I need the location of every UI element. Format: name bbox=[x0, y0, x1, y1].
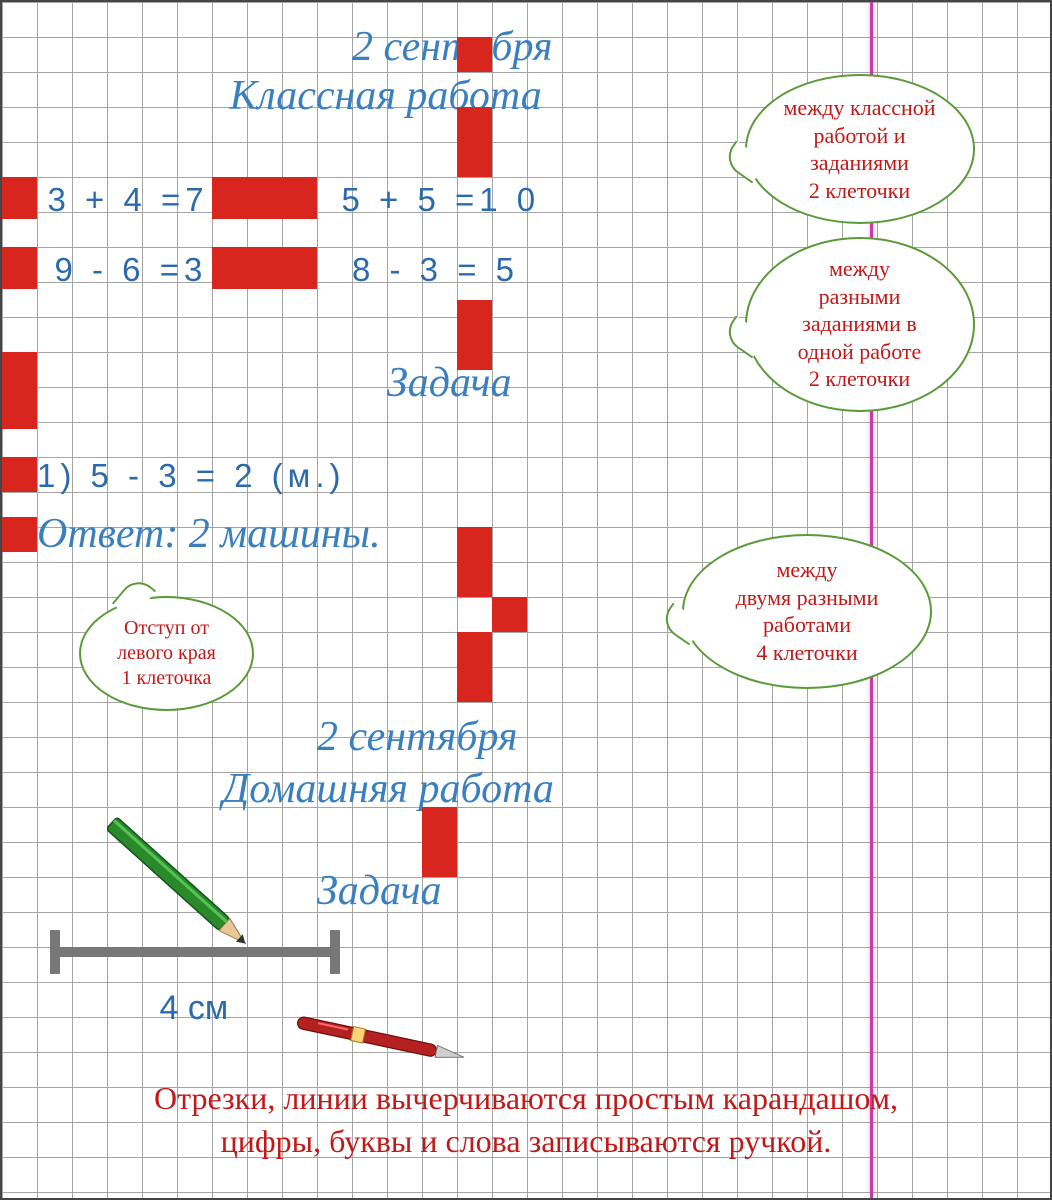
spacer-cell bbox=[2, 177, 37, 219]
spacer-cell bbox=[457, 632, 492, 667]
spacer-cell bbox=[2, 517, 37, 552]
spacer-cell bbox=[212, 247, 317, 289]
problem-line2: Ответ: 2 машины. bbox=[37, 510, 381, 558]
spacer-cell bbox=[457, 562, 492, 597]
spacer-cell bbox=[457, 335, 492, 370]
equation: 5 + 5 =1 0 bbox=[342, 181, 541, 219]
spacer-cell bbox=[457, 142, 492, 177]
spacer-cell bbox=[457, 667, 492, 702]
callout-indent: Отступ отлевого края1 клеточка bbox=[79, 596, 254, 711]
classwork: Классная работа bbox=[230, 72, 542, 120]
callout-tail bbox=[658, 602, 704, 645]
footer-text: Отрезки, линии вычерчиваются простым кар… bbox=[2, 1077, 1050, 1163]
callout-tail bbox=[112, 574, 156, 620]
task-label-1: Задача bbox=[387, 359, 512, 407]
pen-icon bbox=[289, 996, 509, 1076]
callout-top: между класснойработой изаданиями2 клеточ… bbox=[745, 74, 975, 224]
equation: 3 + 4 =7 bbox=[48, 181, 209, 219]
callout-mid: междуразнымизаданиями водной работе2 кле… bbox=[745, 237, 975, 412]
spacer-cell bbox=[457, 37, 492, 72]
problem-line1: 1) 5 - 3 = 2 (м.) bbox=[37, 457, 346, 495]
spacer-cell bbox=[2, 387, 37, 429]
spacer-cell bbox=[492, 597, 527, 632]
callout-tail bbox=[720, 315, 766, 358]
pencil-icon bbox=[107, 807, 307, 1007]
notebook-page: 2 сентября Классная работа Задача 1) 5 -… bbox=[0, 0, 1052, 1200]
equation: 8 - 3 = 5 bbox=[352, 251, 519, 289]
callout-works-text: междудвумя разнымиработами4 клеточки bbox=[736, 556, 879, 666]
ruler-tick-l bbox=[50, 930, 60, 974]
callout-indent-text: Отступ отлевого края1 клеточка bbox=[117, 616, 216, 691]
spacer-cell bbox=[457, 527, 492, 562]
callout-works: междудвумя разнымиработами4 клеточки bbox=[682, 534, 932, 689]
callout-mid-text: междуразнымизаданиями водной работе2 кле… bbox=[798, 255, 922, 393]
spacer-cell bbox=[457, 300, 492, 335]
spacer-cell bbox=[422, 807, 457, 842]
footer-line1: Отрезки, линии вычерчиваются простым кар… bbox=[154, 1080, 898, 1116]
footer-line2: цифры, буквы и слова записываются ручкой… bbox=[221, 1123, 832, 1159]
spacer-cell bbox=[2, 247, 37, 289]
homework: Домашняя работа bbox=[223, 765, 554, 813]
date-2: 2 сентября bbox=[317, 713, 518, 761]
spacer-cell bbox=[2, 457, 37, 492]
callout-top-text: между класснойработой изаданиями2 клеточ… bbox=[783, 94, 935, 204]
spacer-cell bbox=[457, 107, 492, 142]
spacer-cell bbox=[212, 177, 317, 219]
equation: 9 - 6 =3 bbox=[55, 251, 208, 289]
spacer-cell bbox=[422, 842, 457, 877]
date-1: 2 сентября bbox=[352, 23, 553, 71]
callout-tail bbox=[720, 140, 766, 183]
ruler-tick-r bbox=[330, 930, 340, 974]
